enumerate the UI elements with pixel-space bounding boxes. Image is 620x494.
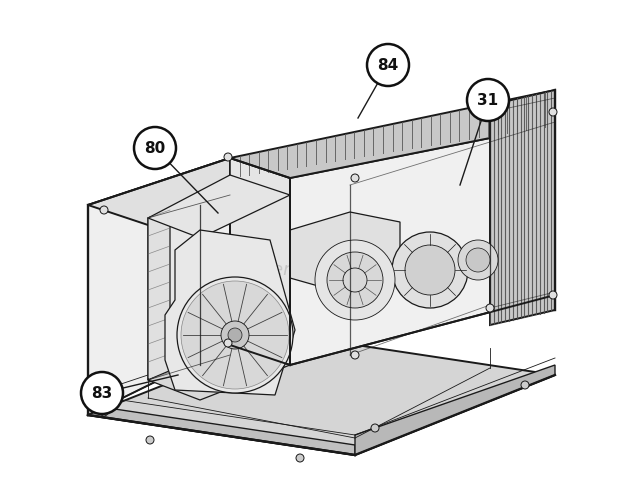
- Circle shape: [486, 304, 494, 312]
- Circle shape: [327, 252, 383, 308]
- Polygon shape: [88, 335, 555, 455]
- Circle shape: [221, 321, 249, 349]
- Circle shape: [296, 454, 304, 462]
- Circle shape: [100, 206, 108, 214]
- Circle shape: [315, 240, 395, 320]
- Circle shape: [405, 245, 455, 295]
- Text: 84: 84: [378, 57, 399, 73]
- Polygon shape: [230, 90, 555, 178]
- Polygon shape: [290, 212, 400, 295]
- Circle shape: [177, 277, 293, 393]
- Circle shape: [521, 381, 529, 389]
- Polygon shape: [88, 405, 355, 455]
- Polygon shape: [490, 90, 555, 325]
- Polygon shape: [88, 158, 230, 415]
- Polygon shape: [148, 175, 290, 238]
- Circle shape: [467, 79, 509, 121]
- Circle shape: [351, 174, 359, 182]
- Polygon shape: [355, 365, 555, 455]
- Circle shape: [549, 108, 557, 116]
- Circle shape: [81, 372, 123, 414]
- Circle shape: [146, 436, 154, 444]
- Circle shape: [351, 351, 359, 359]
- Circle shape: [392, 232, 468, 308]
- Text: 80: 80: [144, 140, 166, 156]
- Text: 83: 83: [91, 385, 113, 401]
- Polygon shape: [148, 200, 200, 380]
- Circle shape: [224, 339, 232, 347]
- Polygon shape: [165, 230, 295, 395]
- Text: eReplacementParts.com: eReplacementParts.com: [200, 261, 420, 279]
- Circle shape: [228, 328, 242, 342]
- Circle shape: [134, 127, 176, 169]
- Circle shape: [371, 424, 379, 432]
- Polygon shape: [290, 125, 555, 365]
- Circle shape: [343, 268, 367, 292]
- Text: 31: 31: [477, 92, 498, 108]
- Polygon shape: [88, 158, 290, 225]
- Circle shape: [224, 153, 232, 161]
- Polygon shape: [230, 158, 290, 365]
- Circle shape: [367, 44, 409, 86]
- Circle shape: [466, 248, 490, 272]
- Circle shape: [181, 281, 289, 389]
- Polygon shape: [148, 345, 290, 400]
- Circle shape: [486, 108, 494, 116]
- Circle shape: [100, 408, 108, 416]
- Polygon shape: [148, 210, 170, 380]
- Circle shape: [458, 240, 498, 280]
- Circle shape: [549, 291, 557, 299]
